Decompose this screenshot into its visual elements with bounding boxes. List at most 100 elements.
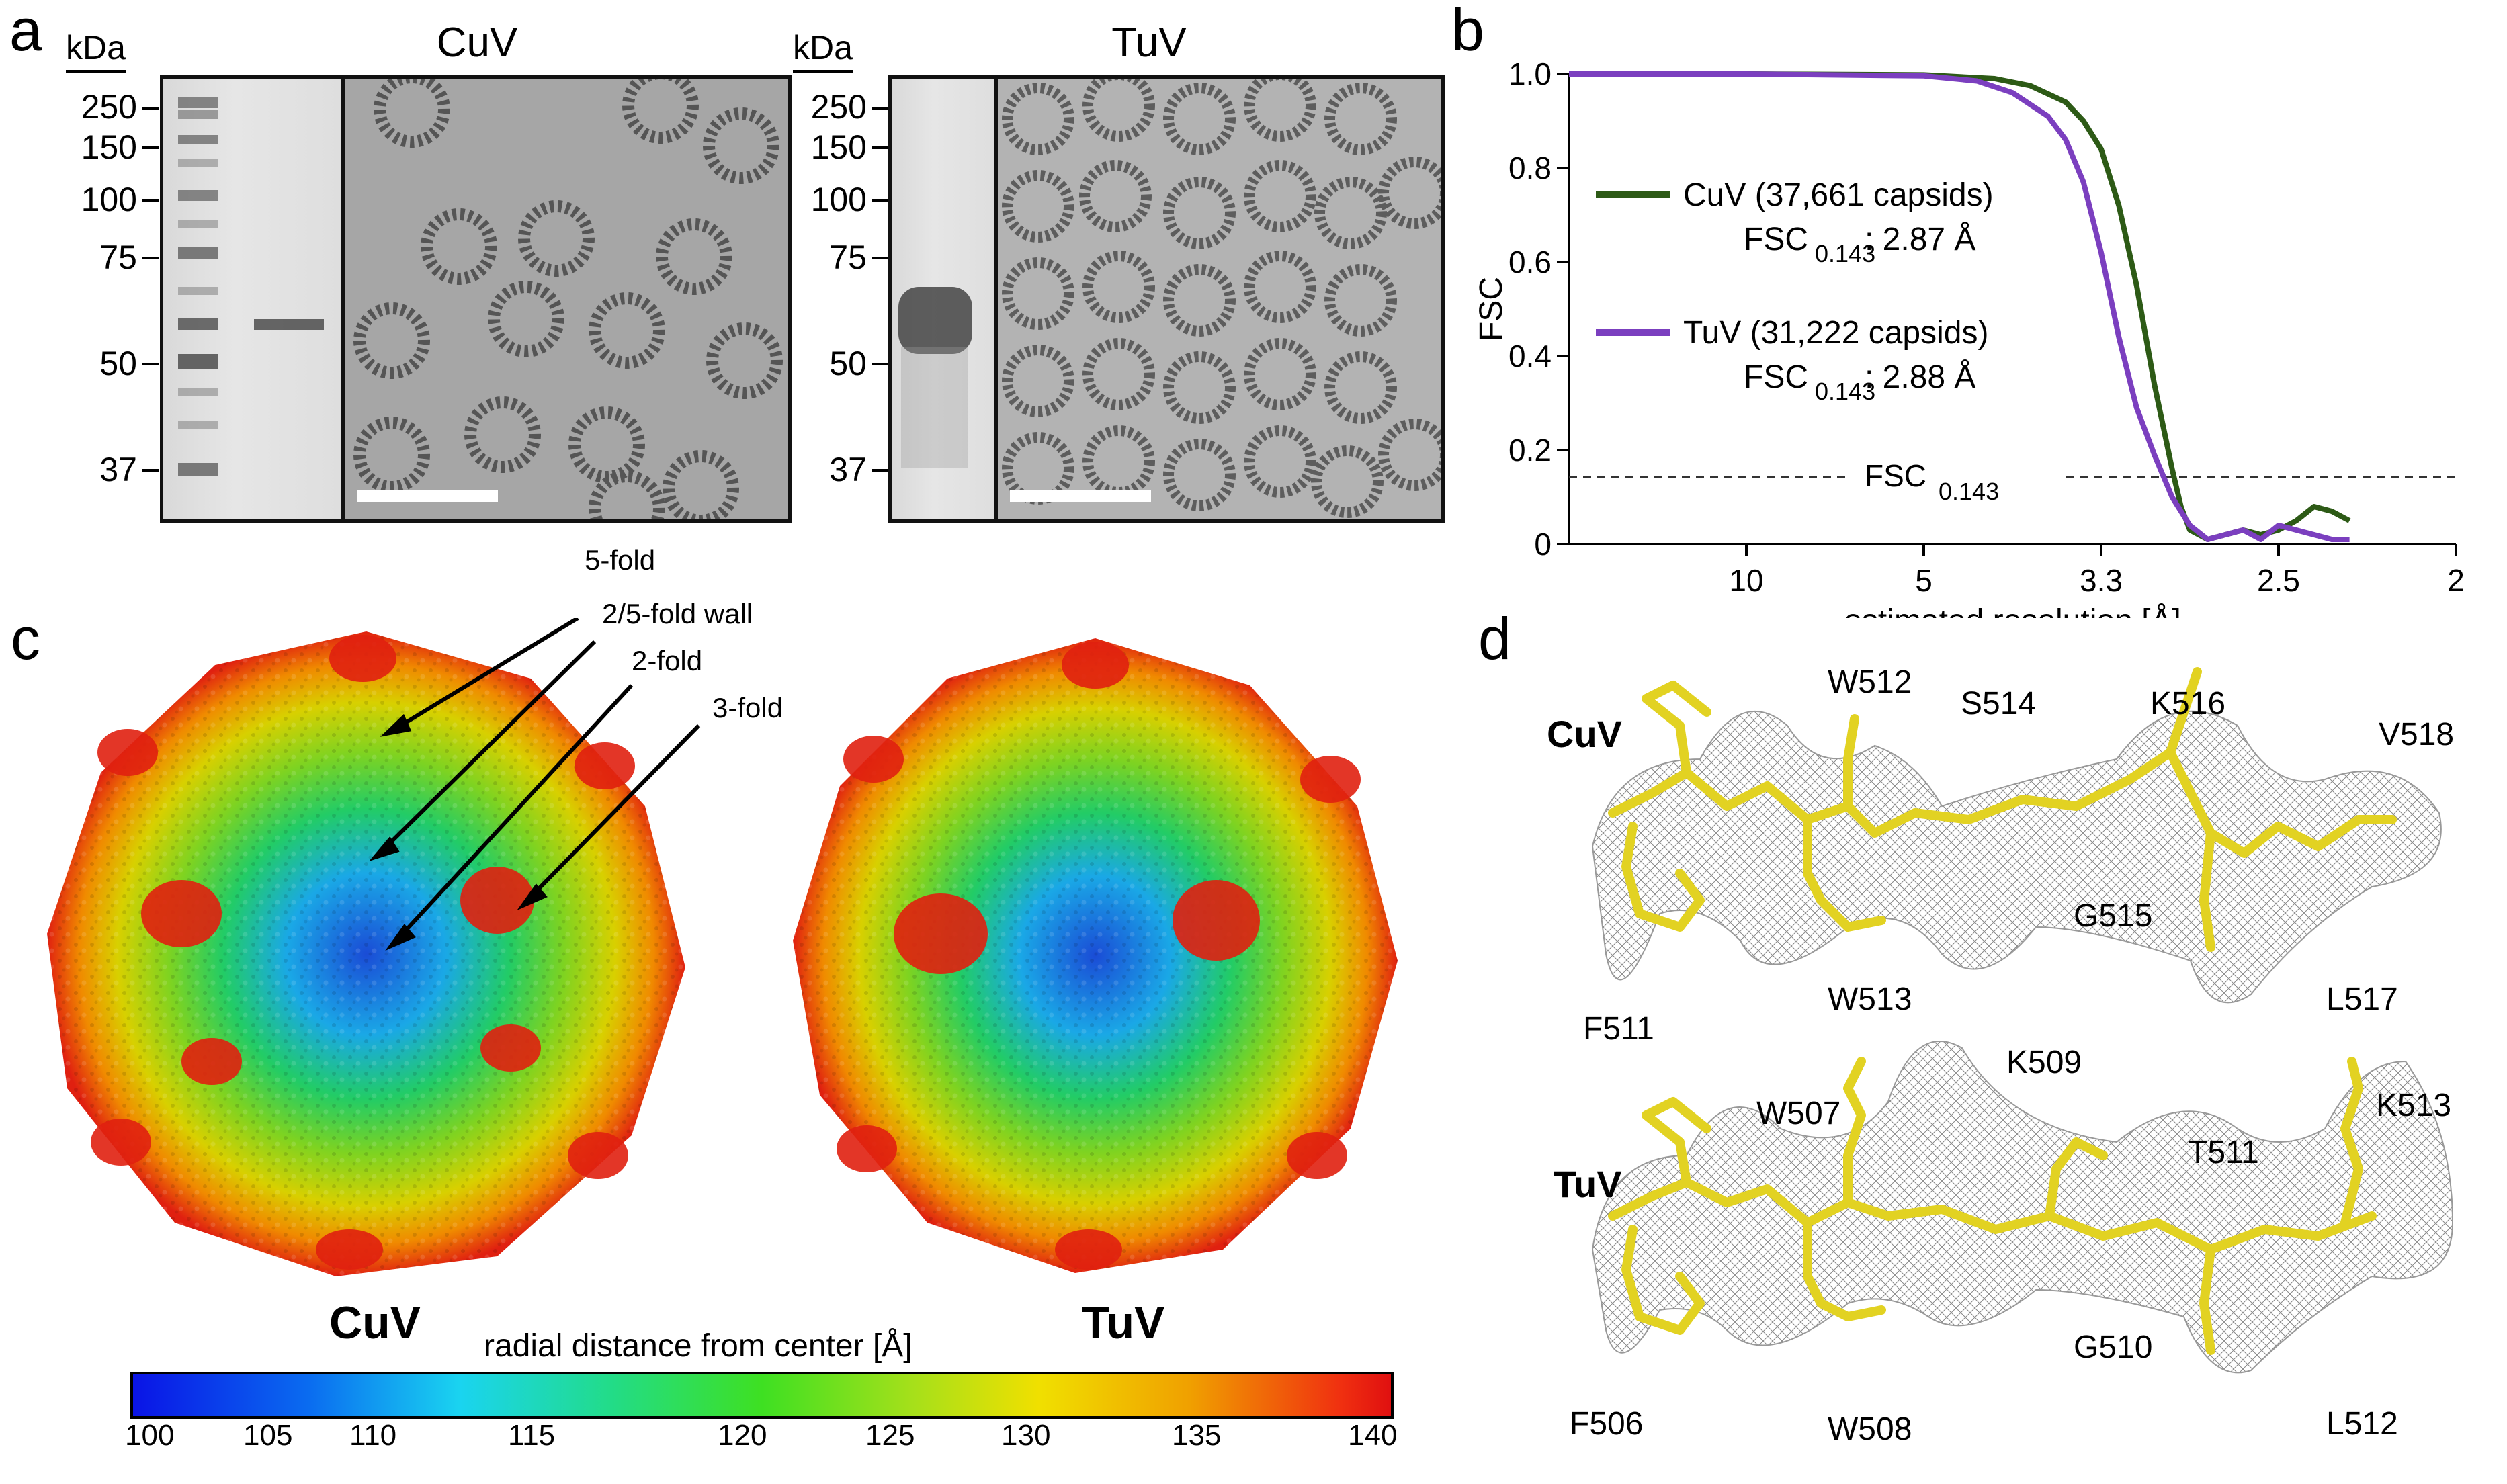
symmetry-label-3-fold: 3-fold [712,692,783,724]
mw-marker: 37 [99,451,137,488]
residue-label: K516 [2150,686,2226,722]
symmetry-label-2-5-fold-wall: 2/5-fold wall [602,598,753,629]
kda-unit-label: kDa [793,28,853,73]
residue-label: W512 [1828,664,1912,700]
colorbar-tick: 105 [243,1419,293,1452]
mw-marker: 50 [829,345,867,382]
colorbar-tick: 130 [1001,1419,1051,1452]
legend-label: CuV (37,661 capsids) [1683,177,1994,213]
colorbar-tick: 125 [865,1419,915,1452]
mw-tick [872,199,888,202]
y-tick-label: 0 [1534,527,1552,562]
residue-label: W507 [1756,1096,1841,1131]
sds-gel-tuv [888,75,999,523]
residue-label: W508 [1828,1411,1912,1447]
mw-marker: 100 [81,181,137,218]
mw-marker: 37 [829,451,867,488]
colorbar-tick: 110 [349,1419,397,1452]
legend-label: TuV (31,222 capsids) [1683,315,1988,351]
capsid-label-tuv: TuV [1082,1297,1165,1348]
legend-fsc-label: FSC [1744,359,1808,395]
radial-colorbar [130,1372,1394,1419]
residue-label: W513 [1828,981,1912,1017]
mw-tick [142,146,159,149]
mw-marker: 250 [810,88,867,126]
capsid-particles-tuv [1002,79,1441,518]
atomic-model-cuv [1608,667,2397,952]
mw-marker: 50 [99,345,137,382]
residue-label: V518 [2379,717,2455,752]
capsid-maps [47,618,1398,1276]
mw-marker: 100 [810,181,867,218]
symmetry-label-5-fold: 5-fold [585,544,656,576]
scale-bar [1010,490,1151,502]
y-tick-label: 0.6 [1509,245,1552,279]
colorbar-title: radial distance from center [Å] [484,1328,912,1364]
x-tick-label: 10 [1729,563,1763,598]
colorbar-tick: 115 [508,1419,556,1452]
density-model-figure [1591,667,2454,1374]
symmetry-label-2-fold: 2-fold [632,645,703,676]
model-label-tuv: TuV [1554,1163,1622,1205]
mw-marker: 75 [99,238,137,276]
residue-label: F506 [1570,1406,1644,1442]
y-tick-label: 0.8 [1509,150,1552,185]
x-tick-label: 5 [1915,563,1932,598]
legend-fsc-value: : 2.88 Å [1865,359,1975,395]
density-mesh-cuv [1591,710,2442,1004]
colorbar-tick: 140 [1348,1419,1398,1452]
residue-label: L512 [2326,1406,2398,1442]
sds-gel-cuv [160,75,345,523]
density-mesh-tuv [1591,1041,2454,1374]
mw-tick [142,107,159,110]
colorbar-tick: 100 [125,1419,175,1452]
mw-marker: 150 [810,128,867,166]
em-title-tuv: TuV [1111,19,1187,66]
fsc-axes: 0 0.2 0.4 0.6 0.8 1.0 10 5 3.3 2.5 2 estimated reso… [1474,56,2465,618]
fsc-curve-tuv [1569,71,2350,542]
y-axis-label: FSC [1474,277,1509,341]
fsc-curve-cuv [1569,71,2351,542]
mw-tick [142,469,159,472]
capsid-label-cuv: CuV [329,1297,421,1348]
mw-marker: 75 [829,238,867,276]
colorbar-tick: 120 [718,1419,767,1452]
fsc-threshold-subscript: 0.143 [1939,478,1999,505]
gel-lanes-cuv [178,97,324,476]
mw-tick [872,363,888,365]
legend-fsc-subscript: 0.143 [1815,240,1875,267]
capsid-tuv [793,638,1398,1273]
panel-letter-a: a [9,0,42,63]
residue-label: G515 [2074,898,2153,934]
mw-tick [872,257,888,259]
panel-letter-d: d [1478,605,1511,672]
scale-bar [357,490,498,502]
em-title-cuv: CuV [436,19,518,66]
x-axis-label: estimated resolution [Å] [1844,603,2181,618]
fsc-chart: 0 0.2 0.4 0.6 0.8 1.0 10 5 3.3 2.5 2 estimated reso… [1474,56,2465,618]
mw-tick [872,469,888,472]
fsc-legend: CuV (37,661 capsids)FSC 0.143: 2.87 ÅTuV … [1596,177,1994,405]
legend-fsc-subscript: 0.143 [1815,378,1875,405]
x-tick-label: 2.5 [2257,563,2300,598]
mw-tick [142,199,159,202]
y-tick-label: 1.0 [1509,56,1552,91]
residue-label: K509 [2006,1045,2082,1080]
residue-label: G510 [2074,1329,2153,1365]
legend-fsc-label: FSC [1744,222,1808,257]
y-tick-label: 0.4 [1509,339,1552,374]
atomic-model-tuv [1608,1057,2377,1355]
mw-tick [872,146,888,149]
residue-label: T511 [2188,1135,2259,1170]
x-tick-label: 2 [2447,563,2465,598]
colorbar-tick: 135 [1172,1419,1222,1452]
mw-marker: 150 [81,128,137,166]
cryo-em-micrograph-tuv [994,75,1445,523]
panel-letter-b: b [1451,0,1484,63]
model-label-cuv: CuV [1547,713,1622,755]
kda-unit-label: kDa [66,28,126,73]
symmetry-arrows [369,618,701,951]
gel-lane-tuv [898,287,972,468]
legend-fsc-value: : 2.87 Å [1865,222,1975,257]
x-tick-label: 3.3 [2080,563,2123,598]
